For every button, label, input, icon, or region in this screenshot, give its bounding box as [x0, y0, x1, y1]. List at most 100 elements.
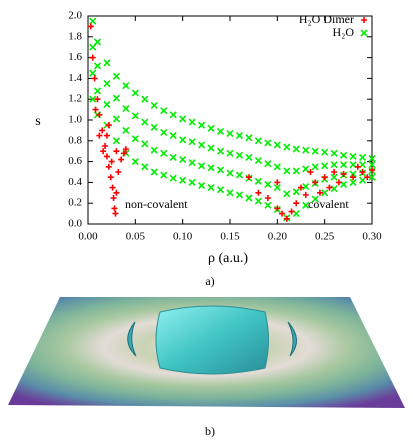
point: [292, 188, 300, 196]
isosurface-lobe: [287, 321, 297, 357]
point: [105, 163, 112, 170]
point: [122, 126, 130, 134]
point: [273, 184, 281, 192]
point: [141, 118, 149, 126]
point: [274, 205, 281, 212]
point: [254, 137, 262, 145]
point: [264, 201, 272, 209]
point: [198, 121, 206, 129]
point: [311, 195, 319, 203]
y-tick-label: 1.0: [68, 114, 82, 126]
point: [96, 132, 103, 139]
point: [235, 151, 244, 159]
point: [335, 179, 342, 186]
point: [91, 75, 98, 82]
point: [188, 178, 196, 186]
point: [115, 169, 122, 175]
point: [93, 62, 102, 70]
point: [87, 23, 94, 30]
point: [349, 152, 357, 160]
x-tick-label: 0.25: [315, 231, 335, 243]
point: [216, 166, 225, 174]
isosurface-lobe: [127, 321, 137, 357]
point: [131, 112, 139, 120]
point: [102, 143, 109, 149]
y-tick-label: 0.8: [68, 134, 82, 146]
point: [92, 106, 99, 113]
x-axis-label: ρ (a.u.): [208, 251, 248, 266]
point: [188, 159, 196, 167]
surface-render: b): [8, 297, 405, 438]
point: [274, 179, 281, 186]
point: [198, 141, 206, 149]
point: [112, 210, 119, 217]
point: [103, 132, 110, 139]
point: [169, 132, 177, 140]
point: [105, 122, 112, 129]
point: [321, 189, 329, 197]
point: [350, 174, 357, 181]
point: [302, 165, 310, 173]
point: [179, 155, 187, 164]
point: [216, 147, 225, 155]
y-tick-label: 0.6: [68, 155, 82, 167]
caption: a): [205, 274, 214, 288]
point: [131, 158, 139, 166]
point: [245, 134, 253, 142]
point: [311, 163, 319, 171]
point: [93, 38, 102, 46]
point: [103, 153, 110, 160]
point: [368, 173, 376, 181]
y-tick-label: 0.4: [68, 176, 82, 188]
x-tick-label: 0.20: [268, 231, 288, 243]
point: [99, 127, 106, 134]
point: [359, 169, 366, 175]
point: [160, 107, 168, 115]
point: [103, 59, 111, 67]
point: [226, 169, 234, 177]
legend-label: H₂O Dimer: [299, 12, 354, 26]
point: [302, 182, 310, 191]
point: [330, 185, 338, 193]
point: [364, 174, 371, 181]
y-tick-label: 1.6: [68, 51, 82, 63]
point: [103, 80, 111, 88]
annotation: covalent: [308, 197, 349, 211]
point: [198, 162, 206, 170]
point: [96, 111, 103, 118]
point: [179, 176, 187, 184]
point: [254, 177, 262, 185]
point: [279, 210, 286, 217]
point: [216, 186, 225, 194]
x-tick-label: 0.00: [78, 231, 98, 243]
point: [302, 146, 310, 154]
marks: 0.00 0.05 0.10 0.15 0.20 0.25 0.30 0.0 0.2 0.4 0.6…: [68, 10, 382, 243]
point: [235, 171, 244, 179]
point: [354, 163, 361, 170]
point: [226, 189, 234, 197]
point: [110, 195, 117, 201]
point: [122, 82, 130, 90]
point: [93, 87, 102, 95]
point: [273, 163, 281, 171]
point: [358, 176, 367, 184]
x-tick-label: 0.30: [362, 231, 382, 243]
point: [112, 137, 120, 145]
point: [112, 94, 120, 102]
y-tick-label: 1.2: [68, 93, 82, 105]
point: [283, 190, 291, 198]
point: [340, 171, 347, 178]
point: [235, 191, 244, 199]
legend-marker: [360, 29, 368, 37]
point: [113, 189, 120, 196]
point: [368, 161, 376, 169]
point: [207, 124, 215, 132]
point: [293, 200, 300, 207]
annotation: non-covalent: [125, 197, 188, 211]
point: [302, 191, 309, 198]
point: [331, 169, 338, 175]
legend-label: H₂O: [332, 25, 354, 39]
point: [122, 146, 129, 153]
isosurface: [155, 305, 269, 375]
